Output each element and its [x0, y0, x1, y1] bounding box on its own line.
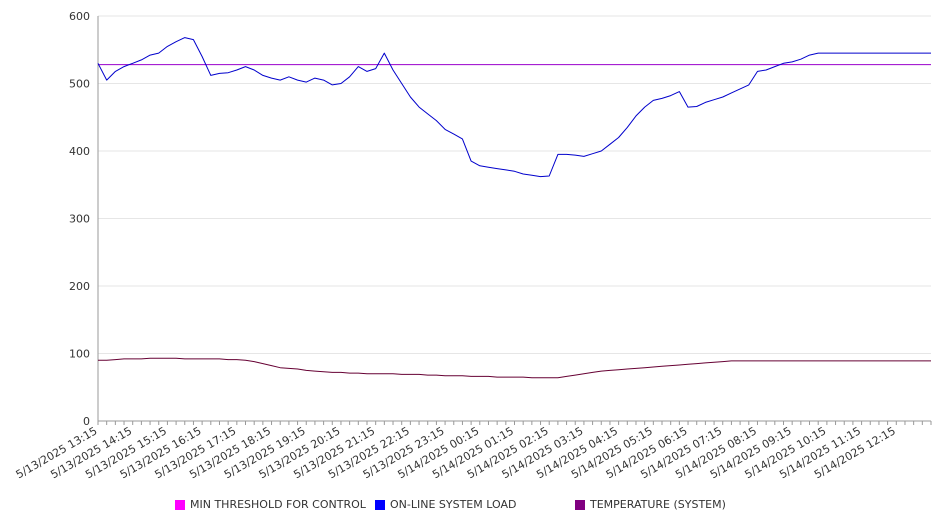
y-tick-label: 100: [69, 348, 90, 361]
x-tick-labels: 5/13/2025 13:155/13/2025 14:155/13/2025 …: [14, 424, 898, 481]
legend-label: ON-LINE SYSTEM LOAD: [390, 498, 517, 511]
legend-swatch: [375, 499, 385, 510]
legend-item-system-load[interactable]: ON-LINE SYSTEM LOAD: [375, 498, 516, 511]
legend-item-min-threshold[interactable]: MIN THRESHOLD FOR CONTROL: [175, 498, 366, 511]
legend-label: TEMPERATURE (SYSTEM): [590, 498, 726, 511]
y-tick-label: 600: [69, 10, 90, 23]
series-lines: [97, 37, 931, 379]
gridlines: [98, 15, 931, 422]
y-tick-labels: 0 100 200 300 400 500 600: [69, 10, 90, 428]
y-tick-label: 200: [69, 280, 90, 293]
y-tick-label: 400: [69, 145, 90, 158]
legend-swatch: [175, 499, 185, 510]
legend-label: MIN THRESHOLD FOR CONTROL: [190, 498, 366, 511]
legend-swatch: [575, 499, 585, 510]
y-tick-label: 500: [69, 78, 90, 91]
system-load-line: [97, 37, 931, 178]
temperature-line: [98, 357, 931, 379]
chart-legend: MIN THRESHOLD FOR CONTROL ON-LINE SYSTEM…: [0, 498, 946, 514]
y-tick-label: 300: [69, 213, 90, 226]
y-tick-label: 0: [83, 415, 90, 428]
axes: [97, 16, 932, 425]
legend-item-temperature[interactable]: TEMPERATURE (SYSTEM): [575, 498, 726, 511]
